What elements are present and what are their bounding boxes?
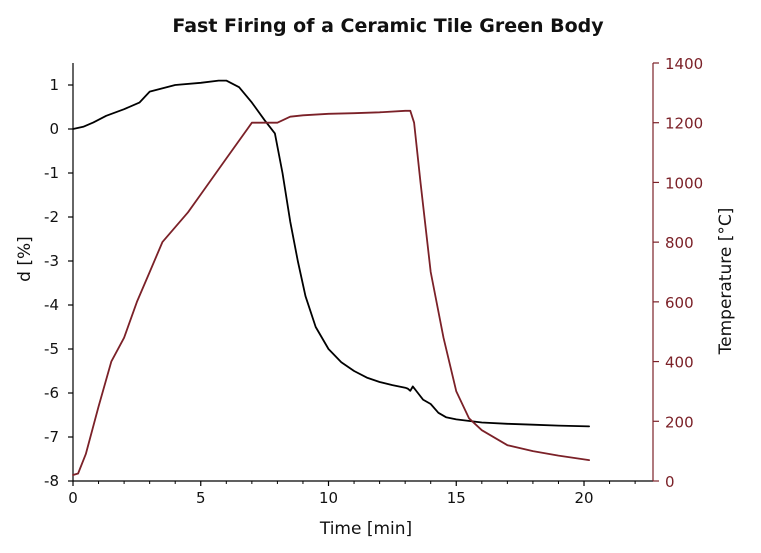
x-tick-label: 15 bbox=[447, 489, 466, 507]
y2-axis-title: Temperature [°C] bbox=[716, 208, 736, 356]
y-tick-label: -4 bbox=[44, 296, 59, 314]
y-tick-label: -1 bbox=[44, 164, 59, 182]
y2-tick-label: 800 bbox=[665, 234, 694, 252]
temperature-series-line bbox=[72, 109, 590, 476]
y-tick-label: -3 bbox=[44, 252, 59, 270]
x-tick-label: 10 bbox=[319, 489, 338, 507]
y-tick-label: -2 bbox=[44, 208, 59, 226]
chart-title: Fast Firing of a Ceramic Tile Green Body bbox=[172, 15, 604, 37]
y2-tick-label: 600 bbox=[665, 294, 694, 312]
d-series-line bbox=[72, 79, 590, 428]
y-tick-label: -7 bbox=[44, 428, 59, 446]
x-tick-label: 0 bbox=[68, 489, 78, 507]
y2-tick-label: 400 bbox=[665, 354, 694, 372]
y-tick-label: -8 bbox=[44, 472, 59, 490]
x-tick-label: 20 bbox=[574, 489, 593, 507]
y2-tick-label: 1200 bbox=[665, 115, 703, 133]
plot-lines bbox=[72, 79, 590, 476]
y-axis-title: d [%] bbox=[15, 236, 35, 282]
y2-tick-label: 1400 bbox=[665, 55, 703, 73]
y-tick-label: 1 bbox=[49, 76, 59, 94]
y-tick-label: -6 bbox=[44, 384, 59, 402]
x-axis-title: Time [min] bbox=[319, 519, 412, 539]
axes bbox=[72, 63, 654, 482]
y2-tick-label: 1000 bbox=[665, 174, 703, 192]
x-tick-label: 5 bbox=[196, 489, 206, 507]
y-tick-label: -5 bbox=[44, 340, 59, 358]
y2-tick-label: 200 bbox=[665, 413, 694, 431]
y-tick-label: 0 bbox=[49, 120, 59, 138]
ticks: 0 5 10 15 2010-1-2-3-4-5-6-7-814001200100080… bbox=[44, 55, 703, 507]
y2-tick-label: 0 bbox=[665, 473, 675, 491]
